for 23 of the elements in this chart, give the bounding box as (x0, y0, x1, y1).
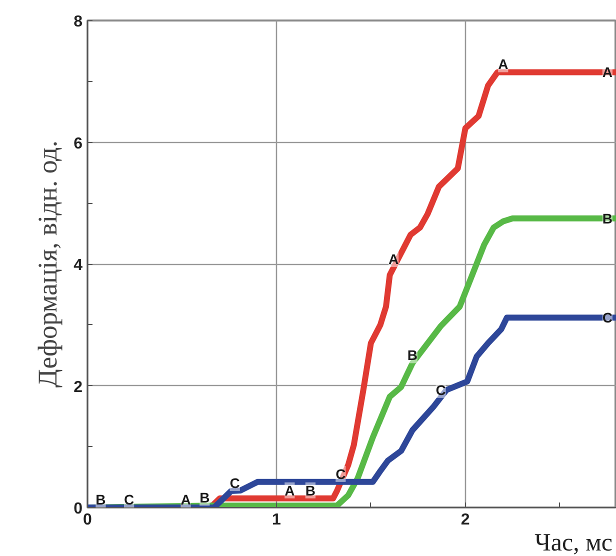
annotation: B (407, 347, 418, 364)
annotation: B (200, 490, 210, 506)
x-tick-label: 2 (460, 512, 470, 528)
series-label: A (602, 64, 613, 80)
annotation: A (284, 482, 295, 498)
annotation: A (498, 56, 508, 72)
x-axis-title: Час, мс (534, 530, 613, 556)
annotation: B (305, 482, 316, 498)
y-tick-label: 8 (74, 14, 83, 30)
annotation: A (180, 492, 191, 508)
series-label: B (602, 210, 613, 226)
annotation: A (388, 251, 399, 268)
x-tick-label: 1 (272, 512, 281, 528)
y-tick-label: 2 (74, 378, 83, 396)
annotation: C (436, 382, 446, 398)
annotation: C (230, 475, 240, 492)
y-tick-label: 0 (74, 500, 83, 518)
annotation: C (124, 492, 134, 508)
y-tick-label: 4 (74, 257, 83, 274)
annotation: C (336, 466, 346, 482)
y-axis-title: Деформація, відн. од. (32, 140, 63, 388)
annotation: B (96, 492, 106, 508)
y-tick-label: 6 (74, 135, 83, 152)
